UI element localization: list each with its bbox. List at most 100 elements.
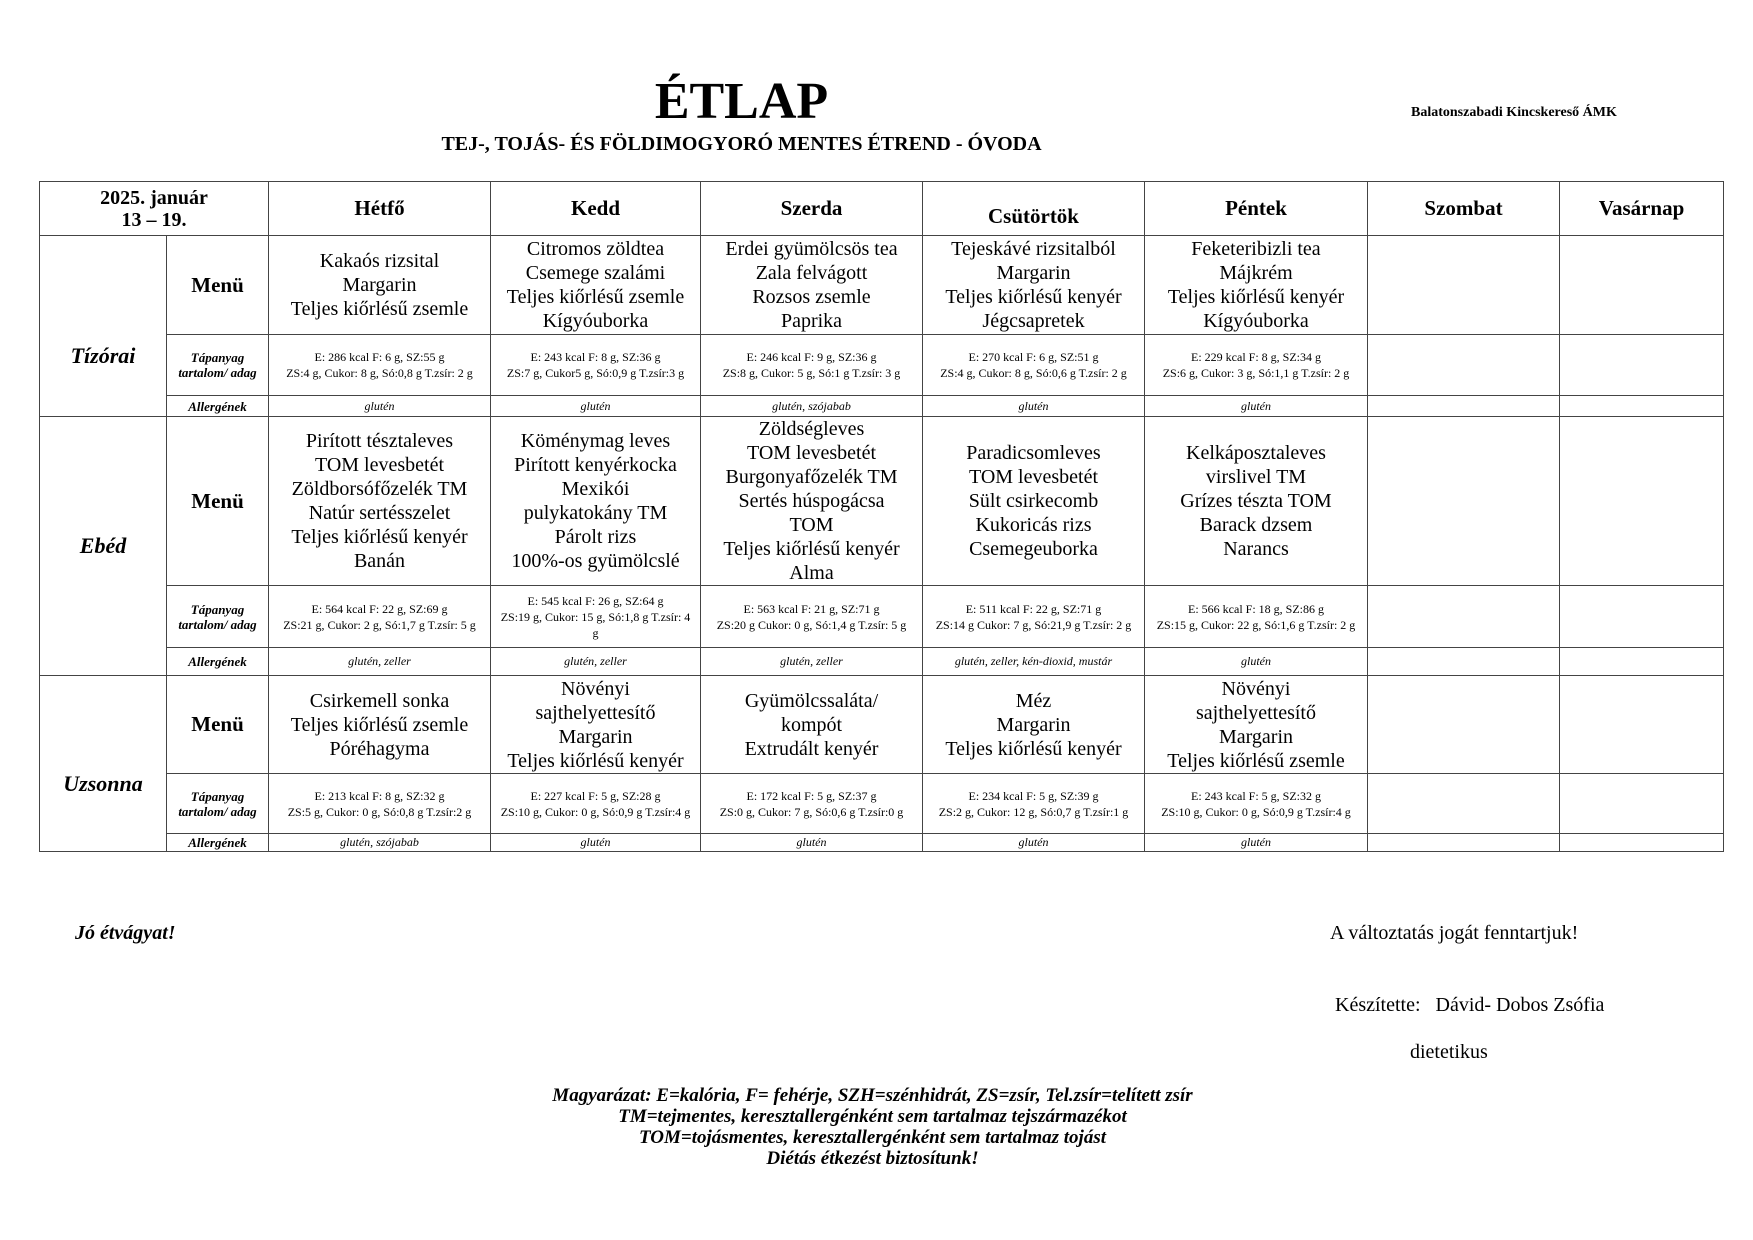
- allergen-cell: glutén: [490, 395, 701, 417]
- menu-item: Rozsos zsemle: [752, 286, 871, 308]
- nutrition-line: E: 172 kcal F: 5 g, SZ:37 g: [746, 788, 877, 803]
- nutrition-cell: E: 243 kcal F: 5 g, SZ:32 g ZS:10 g, Cuko…: [1144, 773, 1368, 834]
- nutrition-line: ZS:4 g, Cukor: 8 g, Só:0,8 g T.zsír: 2 g: [286, 366, 473, 380]
- menu-item: TOM levesbetét: [314, 454, 445, 476]
- meal-name: Tízórai: [39, 235, 167, 417]
- menu-item: Margarin: [1218, 725, 1294, 748]
- nutrition-cell: [1367, 334, 1560, 396]
- disclaimer: A változtatás jogát fenntartjuk!: [1330, 922, 1579, 944]
- day-header: Péntek: [1144, 181, 1368, 236]
- nutrition-cell: E: 246 kcal F: 9 g, SZ:36 g ZS:8 g, Cukor…: [700, 334, 923, 396]
- menu-item: Margarin: [342, 274, 417, 296]
- nutrition-cell: [1559, 334, 1724, 396]
- menu-cell: Paradicsomleves TOM levesbetét Sült csirke…: [922, 416, 1145, 586]
- menu-item: Teljes kiőrlésű kenyér: [945, 286, 1122, 308]
- menu-cell: [1559, 416, 1724, 586]
- nutrition-line: E: 246 kcal F: 9 g, SZ:36 g: [746, 350, 877, 364]
- menu-item: Zöldségleves: [758, 418, 865, 440]
- menu-item: Teljes kiőrlésű kenyér: [945, 737, 1122, 760]
- menu-item: TOM levesbetét: [746, 442, 877, 464]
- allergen-cell: glutén: [268, 395, 491, 417]
- allergen-cell: glutén, szójabab: [700, 395, 923, 417]
- nutrition-cell: E: 566 kcal F: 18 g, SZ:86 g ZS:15 g, Cuk…: [1144, 585, 1368, 648]
- menu-item: Teljes kiőrlésű zsemle: [1167, 749, 1345, 772]
- menu-row: Ebéd Menü Pirított tésztaleves TOM levesbet…: [39, 416, 1724, 676]
- nutrition-line: E: 234 kcal F: 5 g, SZ:39 g: [968, 788, 1099, 803]
- allergen-cell: glutén, szójabab: [268, 833, 491, 852]
- nutrition-line: ZS:7 g, Cukor5 g, Só:0,9 g T.zsír:3 g: [506, 366, 685, 380]
- nutrition-line: E: 243 kcal F: 5 g, SZ:32 g: [1191, 788, 1321, 803]
- menu-row: Uzsonna Menü Csirkemell sonka Teljes kiőrlé…: [39, 675, 1724, 852]
- menu-item: Köménymag leves: [520, 430, 671, 452]
- menu-item: Teljes kiőrlésű kenyér: [723, 538, 900, 560]
- day-header: Vasárnap: [1559, 181, 1724, 236]
- nutrition-line: ZS:8 g, Cukor: 5 g, Só:1 g T.zsír: 3 g: [722, 366, 901, 380]
- menu-item: Citromos zöldtea: [526, 238, 665, 260]
- nutrition-line: ZS:4 g, Cukor: 8 g, Só:0,6 g T.zsír: 2 g: [940, 366, 1127, 380]
- allergens-label: Allergének: [166, 395, 269, 417]
- nutrition-cell: E: 234 kcal F: 5 g, SZ:39 g ZS:2 g, Cukor…: [922, 773, 1145, 834]
- menu-item: Jégcsapretek: [982, 310, 1085, 332]
- nutrition-cell: [1367, 773, 1560, 834]
- explanation-line: TOM=tojásmentes, keresztallergénként sem…: [638, 1127, 1107, 1148]
- nutrition-row: Tápanyag tartalom/ adag E: 286 kcal F: 6 …: [40, 334, 1724, 396]
- menu-cell: [1367, 675, 1560, 774]
- author: Készítette: Dávid- Dobos Zsófia: [1335, 994, 1605, 1016]
- menu-item: virslivel TM: [1205, 466, 1307, 488]
- menu-item: Teljes kiőrlésű zsemle: [290, 298, 469, 320]
- menu-cell: Növényi sajthelyettesítő Margarin Teljes ki…: [490, 675, 701, 774]
- menu-item: Alma: [789, 562, 834, 584]
- menu-item: Margarin: [558, 725, 633, 748]
- allergen-cell: glutén: [490, 833, 701, 852]
- allergen-cell: glutén, zeller: [490, 647, 701, 676]
- menu-item: Növényi: [561, 677, 630, 700]
- nutrition-line: E: 563 kcal F: 21 g, SZ:71 g: [743, 601, 880, 616]
- nutrition-cell: E: 564 kcal F: 22 g, SZ:69 g ZS:21 g, Cuk…: [268, 585, 491, 648]
- menu-cell: [1559, 675, 1724, 774]
- menu-row: Tízórai Menü Kakaós rizsital Margarin Teljes…: [39, 235, 1724, 417]
- menu-cell: Gyümölcssaláta/kompót Extrudált kenyér: [700, 675, 923, 774]
- menu-item: Mexikói: [561, 478, 630, 500]
- menu-item: Teljes kiőrlésű kenyér: [507, 749, 684, 772]
- menu-cell: Citromos zöldtea Csemege szalámi Teljes ki…: [490, 235, 701, 335]
- explanation-line: Magyarázat: E=kalória, F= fehérje, SZH=s…: [552, 1085, 1193, 1106]
- nutrition-cell: E: 243 kcal F: 8 g, SZ:36 g ZS:7 g, Cukor…: [490, 334, 701, 396]
- menu-item: Narancs: [1223, 538, 1289, 560]
- date-range: 2025. január 13 – 19.: [39, 181, 269, 236]
- menu-item: Margarin: [996, 713, 1071, 736]
- menu-item: Csemege szalámi: [525, 262, 666, 284]
- allergen-cell: glutén: [922, 395, 1145, 417]
- day-header: Szerda: [700, 181, 923, 236]
- menu-item: Májkrém: [1219, 262, 1293, 284]
- menu-item: Erdei gyümölcsös tea: [725, 238, 898, 260]
- menu-item: Növényi: [1221, 677, 1291, 700]
- nutrition-line: ZS:21 g, Cukor: 2 g, Só:1,7 g T.zsír: 5 …: [283, 617, 476, 632]
- menu-cell: Feketeribizli tea Májkrém Teljes kiőrlésű …: [1144, 235, 1368, 335]
- menu-cell: Köménymag leves Pirított kenyérkocka Mexik…: [490, 416, 701, 586]
- menu-item: Sertés húspogácsa: [738, 490, 885, 512]
- nutrition-line: ZS:14 g Cukor: 7 g, Só:21,9 g T.zsír: 2 …: [935, 617, 1132, 632]
- header-row: 2025. január 13 – 19. Hétfő Kedd Szerda Csüt…: [39, 181, 1724, 236]
- allergen-cell: [1367, 647, 1560, 676]
- menu-item: Extrudált kenyér: [744, 737, 879, 760]
- nutrition-cell: [1559, 585, 1724, 648]
- allergen-row: Allergének glutén, zeller glutén, zeller gl…: [40, 647, 1724, 676]
- menu-item: Póréhagyma: [329, 737, 430, 760]
- menu-item: TOM levesbetét: [968, 466, 1099, 488]
- allergen-cell: [1559, 395, 1724, 417]
- page-title: ÉTLAP: [654, 73, 829, 130]
- menu-item: Zala felvágott: [755, 262, 868, 284]
- allergens-label: Allergének: [166, 833, 269, 852]
- nutrition-line: E: 564 kcal F: 22 g, SZ:69 g: [311, 601, 448, 616]
- menu-cell: [1559, 235, 1724, 335]
- nutrition-cell: E: 172 kcal F: 5 g, SZ:37 g ZS:0 g, Cukor…: [700, 773, 923, 834]
- nutrition-cell: E: 229 kcal F: 8 g, SZ:34 g ZS:6 g, Cukor…: [1144, 334, 1368, 396]
- menu-item: Teljes kiőrlésű kenyér: [1167, 286, 1345, 308]
- menu-item: Kukoricás rizs: [975, 514, 1092, 536]
- allergen-cell: [1559, 647, 1724, 676]
- menu-item: Zöldborsófőzelék TM: [291, 478, 468, 500]
- allergen-cell: glutén, zeller: [700, 647, 923, 676]
- menu-cell: Erdei gyümölcsös tea Zala felvágott Rozsos…: [700, 235, 923, 335]
- nutrition-line: E: 229 kcal F: 8 g, SZ:34 g: [1191, 350, 1321, 364]
- allergen-cell: glutén: [1144, 833, 1368, 852]
